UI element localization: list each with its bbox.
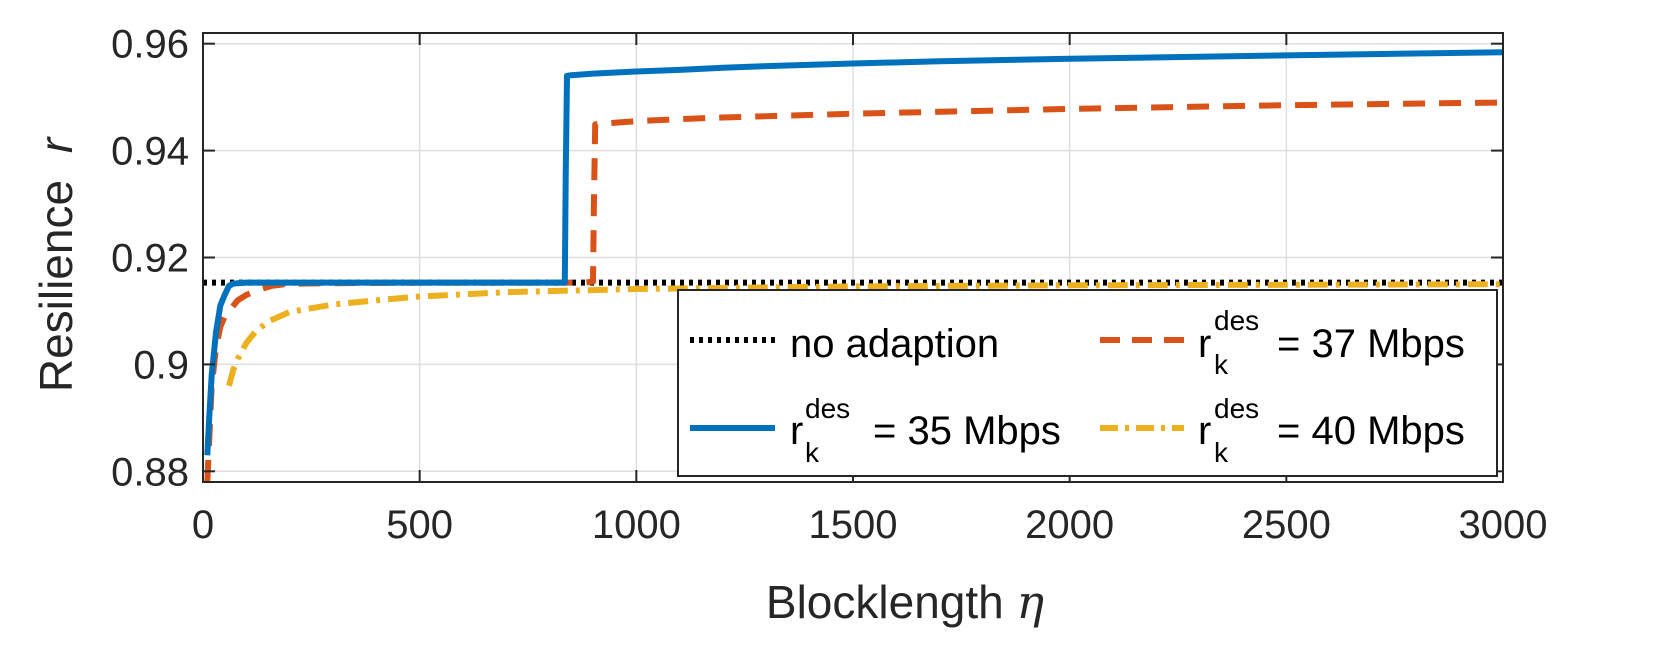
series-line-2: [204, 49, 1504, 456]
legend: no adaption r des k = 37 Mbps r des k = …: [677, 289, 1498, 477]
legend-label-40mbps-sub: k: [1214, 437, 1229, 468]
series-line-3: [226, 281, 1504, 387]
x-axis-title: Blocklength η: [766, 575, 1045, 629]
legend-box: [677, 289, 1498, 477]
legend-label-37mbps-value: = 37 Mbps: [1277, 322, 1465, 366]
legend-label-35mbps-base: r: [790, 409, 803, 453]
legend-label-35mbps-sup: des: [805, 393, 850, 424]
y-axis-title: Resilience r: [30, 136, 82, 392]
y-tick-label: 0.88: [111, 450, 189, 494]
y-tick-label: 0.9: [133, 343, 189, 387]
legend-label-40mbps-value: = 40 Mbps: [1277, 409, 1465, 453]
x-tick-label: 3000: [1459, 503, 1548, 547]
x-tick-label: 1500: [809, 503, 898, 547]
x-axis-label: Blocklength: [766, 576, 1004, 628]
y-tick-label: 0.92: [111, 237, 189, 281]
x-tick-label: 0: [192, 503, 214, 547]
tick-labels: 0 500 1000 1500 2000 2500 3000 0.88 0.9 0.92 0.94 0…: [111, 23, 1547, 547]
x-tick-label: 2500: [1242, 503, 1331, 547]
legend-label-37mbps-base: r: [1198, 322, 1211, 366]
legend-label-40mbps-base: r: [1198, 409, 1211, 453]
legend-label-37mbps-sub: k: [1214, 349, 1229, 380]
x-tick-label: 2000: [1025, 503, 1114, 547]
legend-label-40mbps-sup: des: [1214, 393, 1259, 424]
y-tick-label: 0.96: [111, 23, 189, 67]
legend-label-35mbps-value: = 35 Mbps: [873, 409, 1061, 453]
y-axis-symbol: r: [30, 136, 82, 153]
plot-lines: [203, 49, 1504, 483]
legend-label-37mbps-sup: des: [1214, 305, 1259, 336]
y-tick-label: 0.94: [111, 130, 189, 174]
y-axis-label: Resilience: [30, 180, 82, 392]
legend-label-35mbps-sub: k: [805, 437, 820, 468]
x-tick-label: 500: [386, 503, 453, 547]
x-axis-symbol: η: [1017, 575, 1045, 629]
x-tick-label: 1000: [592, 503, 681, 547]
legend-label-no-adaption: no adaption: [790, 322, 999, 366]
